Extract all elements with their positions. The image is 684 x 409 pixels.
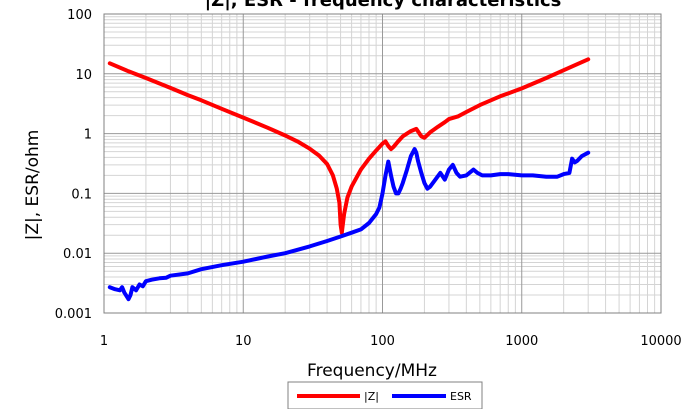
series-line-esr xyxy=(107,147,591,302)
series-line-z xyxy=(107,57,591,235)
chart-title: |Z|, ESR - frequency characteristics xyxy=(205,0,562,11)
y-tick-label: 10 xyxy=(75,68,92,83)
legend-label-z: |Z| xyxy=(364,390,379,403)
legend-label-esr: ESR xyxy=(450,390,472,403)
x-tick-label: 1 xyxy=(100,334,108,349)
y-tick-label: 1 xyxy=(84,128,92,143)
y-tick-label: 0.1 xyxy=(71,187,92,202)
x-axis-tick-labels: 1 10 100 1000 10000 xyxy=(100,334,682,349)
y-tick-label: 100 xyxy=(67,8,92,23)
plot-area-border xyxy=(103,13,662,314)
x-tick-label: 10000 xyxy=(640,334,681,349)
series-layer xyxy=(107,57,591,302)
x-tick-label: 100 xyxy=(370,334,395,349)
x-axis-title: Frequency/MHz xyxy=(307,361,437,381)
x-tick-label: 10 xyxy=(235,334,252,349)
y-tick-label: 0.001 xyxy=(55,307,92,322)
y-axis-tick-labels: 0.001 0.01 0.1 1 10 100 xyxy=(55,8,92,322)
y-axis-title: |Z|, ESR/ohm xyxy=(23,130,43,241)
legend: |Z| ESR xyxy=(287,381,483,409)
x-tick-label: 1000 xyxy=(505,334,538,349)
y-tick-label: 0.01 xyxy=(63,247,92,262)
